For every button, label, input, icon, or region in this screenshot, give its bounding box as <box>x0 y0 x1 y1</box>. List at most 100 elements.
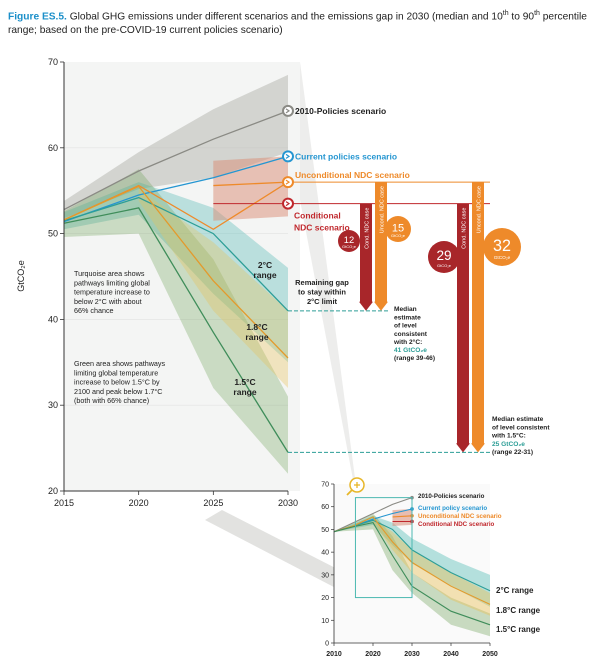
uncond-ndc-median <box>213 181 289 187</box>
zoom-wedge-top <box>300 62 355 490</box>
series-line-6 <box>63 207 289 453</box>
median-15-0: Median estimate <box>492 416 544 423</box>
one-five-label-2: range <box>233 387 256 397</box>
bubble-29-unit: GtCO₂e <box>437 263 452 268</box>
x-tick-label: 2015 <box>54 498 74 508</box>
gap-bar-uncond-15c-head <box>471 443 485 453</box>
y-tick-label: 60 <box>48 143 58 153</box>
y-tick-label: 40 <box>48 314 58 324</box>
remaining-gap-1: to stay within <box>298 288 346 297</box>
bubble-12-value: 12 <box>344 235 354 245</box>
inset-series-line-5 <box>333 516 491 605</box>
gap-bar-cond-15c <box>457 203 469 445</box>
gap-bar-uncond-2c-label: Uncond. NDC case <box>380 186 386 233</box>
remaining-gap-0: Remaining gap <box>295 278 349 287</box>
inset-y-tick-label: 60 <box>321 504 329 511</box>
uncond-marker-arrow <box>285 179 291 185</box>
gap-bar-uncond-15c-label: Uncond. NDC case <box>477 186 483 233</box>
turquoise-note-0: Turquoise area shows <box>74 269 145 278</box>
x-tick-label: 2020 <box>129 498 149 508</box>
median-2c-1: estimate <box>394 314 421 321</box>
turquoise-note-3: below 2°C with about <box>74 297 142 306</box>
y-axis-label: GtCO₂e <box>16 260 26 292</box>
inset-y-tick-label: 70 <box>321 482 329 489</box>
inset-uncond-label: Unconditional NDC scenario <box>418 513 502 520</box>
green-note-3: 2100 and peak below 1.7°C <box>74 387 162 396</box>
two-degree-label-2: range <box>253 270 276 280</box>
gap-bar-uncond-2c-head <box>374 301 388 311</box>
inset-x-tick-label: 2050 <box>482 651 498 658</box>
current-marker-arrow <box>285 153 291 159</box>
gap-bar-cond-2c-head <box>359 301 373 311</box>
median-15-range: (range 22-31) <box>492 449 533 456</box>
inset-x-tick-label: 2010 <box>326 651 342 658</box>
inset-r15-label: 1.5°C range <box>496 625 541 634</box>
x-tick-label: 2025 <box>203 498 223 508</box>
green-note-2: increase to below 1.5°C by <box>74 378 160 387</box>
inset-r2-label: 2°C range <box>496 586 534 595</box>
caption-text-b: to 90 <box>508 11 535 23</box>
bubble-32-value: 32 <box>493 237 511 255</box>
inset-series-line-0 <box>333 497 413 533</box>
gap-bar-cond-2c <box>360 203 372 303</box>
green-note-0: Green area shows pathways <box>74 359 165 368</box>
caption-sup-b: th <box>534 10 540 17</box>
two-degree-label-1: 2°C <box>258 260 272 270</box>
median-2c-range: (range 39-46) <box>394 355 435 362</box>
inset-current-label: Current policy scenario <box>418 505 487 512</box>
inset-x-tick-label: 2030 <box>404 651 420 658</box>
inset-y-tick-label: 20 <box>321 595 329 602</box>
gap-bar-cond-15c-label: Cond. NDC case <box>462 208 468 249</box>
inset-y-tick-label: 30 <box>321 572 329 579</box>
green-note-1: limiting global temperature <box>74 368 158 377</box>
inset-cond-label: Conditional NDC scenario <box>418 521 495 528</box>
median-15-1: of level consistent <box>492 424 550 431</box>
inset-r18-label: 1.8°C range <box>496 606 541 615</box>
uncond-ndc-label: Unconditional NDC scenario <box>295 170 410 180</box>
bubble-12-unit: GtCO₂e <box>342 244 357 249</box>
policies-2010-label: 2010-Policies scenario <box>295 106 386 116</box>
one-eight-degree-band <box>138 189 288 388</box>
caption-text-c: percentile range; based on the pre-COVID… <box>8 11 587 37</box>
figure-label: Figure ES.5. <box>8 11 67 23</box>
inset-x-tick-label: 2040 <box>443 651 459 658</box>
bubble-32-unit: GtCO₂e <box>494 255 511 261</box>
cond-marker-arrow <box>285 201 291 207</box>
y-tick-label: 70 <box>48 57 58 67</box>
gap-bar-uncond-15c <box>472 182 484 445</box>
series-line-5 <box>63 185 289 359</box>
bubble-32 <box>483 228 521 266</box>
current-policies-label: Current policies scenario <box>295 151 397 161</box>
x-tick-label: 2030 <box>278 498 298 508</box>
median-15-value: 25 GtCO₂e <box>492 441 525 448</box>
y-tick-label: 20 <box>48 486 58 496</box>
inset-y-tick-label: 0 <box>325 641 329 648</box>
inset-series-line-2 <box>392 515 413 518</box>
remaining-gap-2: 2°C limit <box>307 297 338 306</box>
policies-marker-arrow <box>285 108 291 114</box>
median-15-2: with 1.5°C: <box>491 432 526 440</box>
y-tick-label: 30 <box>48 400 58 410</box>
median-2c-2: of level <box>394 323 417 330</box>
two-degree-band <box>64 182 288 363</box>
green-note-4: (both with 66% chance) <box>74 396 149 405</box>
gap-bar-cond-15c-head <box>456 443 470 453</box>
one-eight-label-1: 1.8°C <box>246 322 267 332</box>
series-line-4 <box>63 196 289 312</box>
magnifier-handle <box>346 489 353 496</box>
inset-x-tick-label: 2020 <box>365 651 381 658</box>
inset-zoom-rect <box>354 497 413 599</box>
cond-ndc-label-1: Conditional <box>294 210 341 220</box>
bubble-12 <box>338 230 360 252</box>
gap-bar-uncond-2c <box>375 182 387 303</box>
inset-series-line-6 <box>333 521 491 626</box>
median-2c-value: 41 GtCO₂e <box>394 347 427 354</box>
series-line-0 <box>63 110 289 211</box>
inset-y-tick-label: 40 <box>321 550 329 557</box>
median-2c-4: with 2°C: <box>393 338 422 346</box>
turquoise-note-4: 66% chance <box>74 306 114 315</box>
bubble-15-unit: GtCO₂e <box>391 233 406 238</box>
turquoise-note-1: pathways limiting global <box>74 278 150 287</box>
bubble-29 <box>428 241 460 273</box>
